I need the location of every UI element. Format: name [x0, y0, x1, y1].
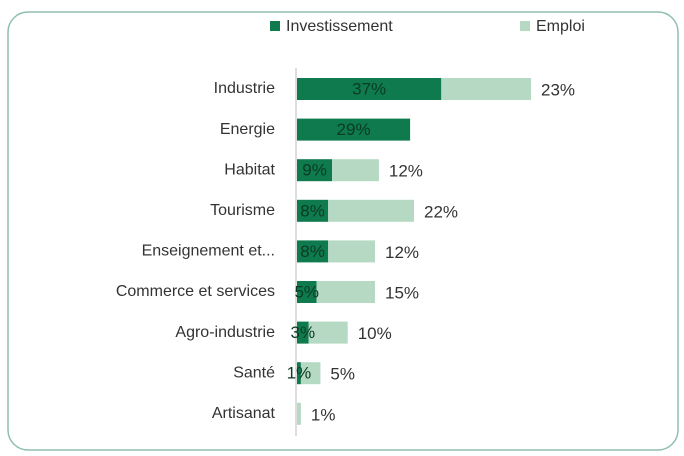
- legend-label: Emploi: [536, 18, 585, 35]
- bar-segment: [332, 159, 379, 182]
- category-label: Tourisme: [210, 202, 275, 219]
- chart-frame: [7, 11, 679, 451]
- data-label: 12%: [385, 243, 419, 262]
- category-label: Energie: [220, 121, 275, 138]
- data-label: 23%: [541, 80, 575, 99]
- category-label: Habitat: [224, 161, 275, 178]
- data-label: 22%: [424, 202, 458, 221]
- bar-segment: [297, 199, 329, 222]
- data-label: 5%: [294, 282, 319, 301]
- legend-label: Investissement: [286, 18, 393, 35]
- bar-segment: [297, 240, 329, 263]
- category-label: Artisanat: [212, 405, 276, 422]
- bar-segment: [297, 362, 301, 385]
- category-label: Agro-industrie: [175, 324, 275, 341]
- legend-swatch: [270, 21, 280, 31]
- bar-segment: [316, 281, 375, 303]
- bar-segment: [308, 321, 348, 344]
- data-label: 29%: [337, 120, 371, 139]
- bar-segment: [297, 402, 301, 425]
- bar-segment: [328, 240, 375, 263]
- category-label: Industrie: [214, 80, 275, 97]
- data-label: 5%: [330, 365, 355, 384]
- data-label: 8%: [300, 242, 325, 261]
- data-label: 15%: [385, 283, 419, 302]
- data-label: 1%: [287, 364, 312, 383]
- data-label: 8%: [300, 201, 325, 220]
- bar-segment: [300, 362, 321, 385]
- category-label: Enseignement et...: [142, 243, 275, 260]
- data-label: 3%: [291, 323, 316, 342]
- data-label: 37%: [352, 79, 386, 98]
- bar-segment: [297, 159, 333, 182]
- bar-segment: [297, 281, 317, 303]
- legend-swatch: [520, 21, 530, 31]
- data-label: 12%: [389, 162, 423, 181]
- category-label: Santé: [233, 364, 275, 381]
- data-label: 1%: [311, 405, 336, 424]
- bar-segment: [328, 199, 414, 222]
- data-label: 10%: [358, 324, 392, 343]
- bar-segment: [297, 78, 442, 100]
- bar-segment: [297, 118, 411, 141]
- bar-segment: [297, 321, 309, 344]
- data-label: 9%: [302, 161, 327, 180]
- bar-segment: [441, 78, 531, 100]
- category-label: Commerce et services: [116, 283, 275, 300]
